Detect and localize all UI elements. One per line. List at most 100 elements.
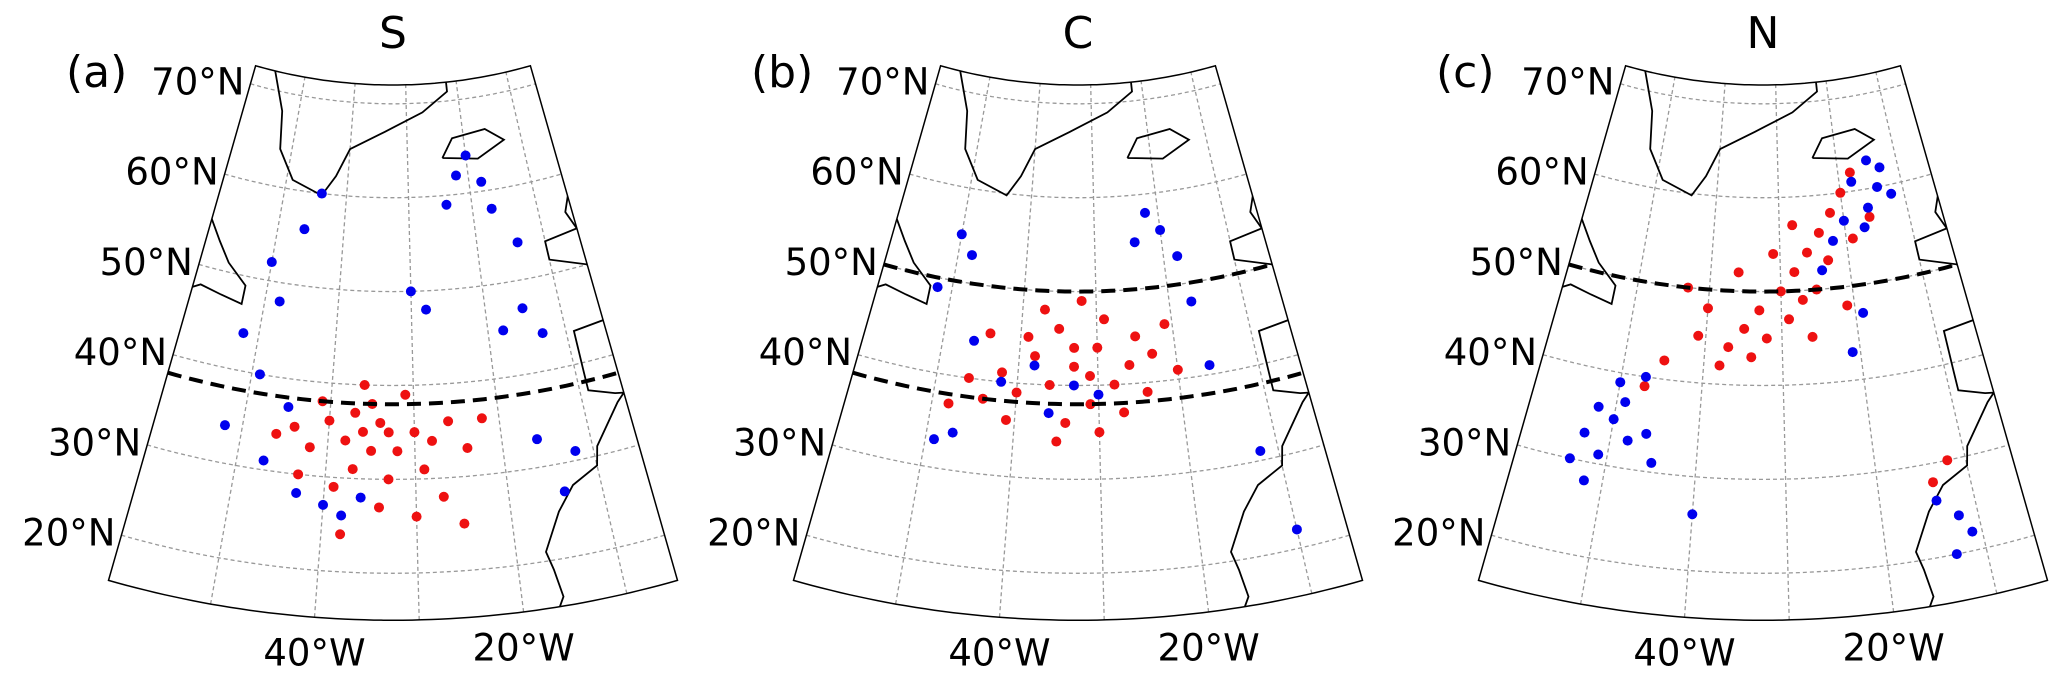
point bbox=[1093, 389, 1104, 400]
point bbox=[383, 474, 394, 485]
panel-label: (b) bbox=[751, 47, 813, 98]
lat-label: 40°N bbox=[74, 331, 167, 374]
point bbox=[1714, 360, 1725, 371]
point bbox=[1639, 381, 1650, 392]
point bbox=[1874, 162, 1885, 173]
point bbox=[419, 464, 430, 475]
grid-line bbox=[505, 71, 628, 594]
point bbox=[997, 367, 1008, 378]
map-panel: 20°N 30°N 40°N 50°N 60°N 70°N 40°W 20°W C (b) bbox=[707, 8, 1364, 675]
point bbox=[1928, 477, 1939, 488]
grid-line bbox=[198, 263, 588, 293]
lat-label: 20°N bbox=[22, 512, 115, 555]
lat-label: 50°N bbox=[1470, 241, 1563, 284]
point bbox=[1130, 331, 1141, 342]
point bbox=[1119, 407, 1130, 418]
grid-line bbox=[1491, 534, 2035, 574]
point bbox=[966, 250, 977, 261]
point bbox=[1622, 435, 1633, 446]
coastline bbox=[1126, 128, 1191, 160]
point bbox=[293, 469, 304, 480]
point bbox=[1746, 352, 1757, 363]
point bbox=[266, 257, 277, 268]
point bbox=[1129, 237, 1140, 248]
map-frame bbox=[107, 64, 679, 621]
point bbox=[336, 510, 347, 521]
point bbox=[219, 420, 230, 431]
point bbox=[1060, 417, 1071, 428]
map-area bbox=[793, 65, 1363, 621]
point bbox=[1807, 331, 1818, 342]
lat-label: 30°N bbox=[48, 421, 141, 464]
grid-line bbox=[1579, 77, 1676, 605]
point bbox=[1147, 348, 1158, 359]
coastline bbox=[274, 70, 448, 197]
point bbox=[316, 188, 327, 199]
point bbox=[238, 328, 249, 339]
lon-label: 40°W bbox=[948, 632, 1050, 675]
point bbox=[1942, 455, 1953, 466]
point bbox=[956, 229, 967, 240]
point bbox=[340, 435, 351, 446]
point bbox=[299, 224, 310, 235]
grid-line bbox=[1542, 354, 1984, 387]
grid-line bbox=[1594, 173, 1932, 199]
lat-label: 60°N bbox=[1495, 151, 1588, 194]
point bbox=[1872, 181, 1883, 192]
grid-line bbox=[857, 354, 1299, 387]
point bbox=[1768, 248, 1779, 259]
point bbox=[559, 486, 570, 497]
point bbox=[1291, 524, 1302, 535]
point bbox=[383, 427, 394, 438]
panel-title: S bbox=[379, 8, 407, 59]
lat-label: 20°N bbox=[1392, 512, 1485, 555]
point bbox=[1092, 342, 1103, 353]
grid-line bbox=[1875, 71, 1998, 594]
point bbox=[1846, 176, 1857, 187]
lon-label: 40°W bbox=[263, 632, 365, 675]
point bbox=[1124, 360, 1135, 371]
point bbox=[1813, 227, 1824, 238]
point bbox=[1847, 233, 1858, 244]
lon-label: 20°W bbox=[1158, 626, 1260, 669]
lat-label: 60°N bbox=[810, 151, 903, 194]
lon-label: 40°W bbox=[1633, 632, 1735, 675]
point bbox=[1172, 251, 1183, 262]
coastline bbox=[1553, 208, 1617, 306]
map-area bbox=[1478, 65, 2048, 621]
point bbox=[359, 379, 370, 390]
grid-line bbox=[172, 354, 614, 387]
point bbox=[486, 203, 497, 214]
point bbox=[1204, 360, 1215, 371]
coastline bbox=[1229, 181, 1315, 618]
coastline bbox=[1914, 181, 2000, 618]
point bbox=[570, 446, 581, 457]
point bbox=[335, 529, 346, 540]
grid-line bbox=[1683, 83, 1726, 618]
lat-label: 40°N bbox=[759, 331, 852, 374]
grid-line bbox=[1825, 80, 1895, 613]
point bbox=[1824, 207, 1835, 218]
point bbox=[1000, 414, 1011, 425]
point bbox=[1579, 427, 1590, 438]
point bbox=[1068, 380, 1079, 391]
point bbox=[1951, 549, 1962, 560]
point bbox=[355, 492, 366, 503]
point bbox=[1789, 267, 1800, 278]
grid-line bbox=[209, 77, 306, 605]
map-frame bbox=[792, 64, 1364, 621]
point bbox=[1761, 333, 1772, 344]
panel-title: N bbox=[1747, 8, 1780, 59]
lat-label: 70°N bbox=[151, 60, 244, 103]
grid-line bbox=[250, 83, 536, 105]
lon-label: 20°W bbox=[473, 626, 575, 669]
point bbox=[1787, 220, 1798, 231]
map-frame bbox=[1477, 64, 2049, 621]
map-panel: 20°N 30°N 40°N 50°N 60°N 70°N 40°W 20°W N (c) bbox=[1392, 8, 2049, 675]
point bbox=[271, 428, 282, 439]
panel-title: C bbox=[1063, 8, 1094, 59]
point bbox=[328, 481, 339, 492]
point bbox=[1754, 305, 1765, 316]
point bbox=[462, 443, 473, 454]
point bbox=[350, 407, 361, 418]
